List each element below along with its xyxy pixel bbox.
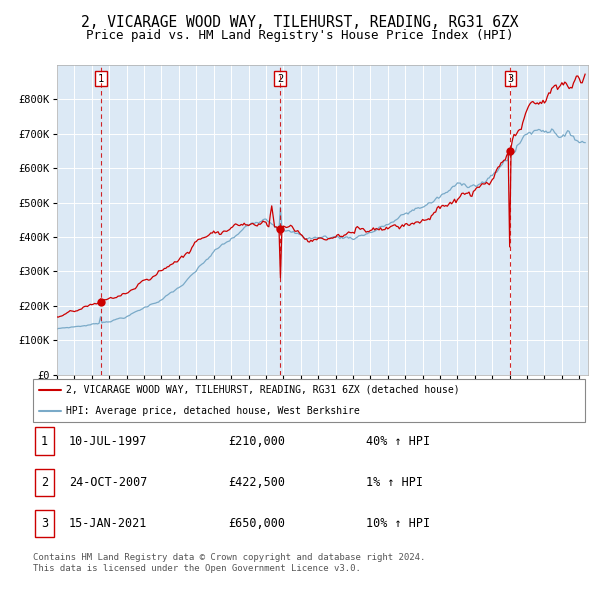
Text: 10% ↑ HPI: 10% ↑ HPI	[366, 517, 430, 530]
Text: £210,000: £210,000	[228, 434, 285, 448]
Text: 40% ↑ HPI: 40% ↑ HPI	[366, 434, 430, 448]
FancyBboxPatch shape	[35, 510, 54, 537]
Text: £650,000: £650,000	[228, 517, 285, 530]
Text: 1: 1	[98, 74, 104, 84]
Text: HPI: Average price, detached house, West Berkshire: HPI: Average price, detached house, West…	[66, 407, 360, 416]
Text: Contains HM Land Registry data © Crown copyright and database right 2024.
This d: Contains HM Land Registry data © Crown c…	[33, 553, 425, 573]
Text: 15-JAN-2021: 15-JAN-2021	[69, 517, 148, 530]
Text: 24-OCT-2007: 24-OCT-2007	[69, 476, 148, 489]
FancyBboxPatch shape	[35, 427, 54, 455]
Text: £422,500: £422,500	[228, 476, 285, 489]
Text: 10-JUL-1997: 10-JUL-1997	[69, 434, 148, 448]
Text: 3: 3	[507, 74, 514, 84]
Text: 1: 1	[41, 434, 48, 448]
FancyBboxPatch shape	[35, 468, 54, 496]
Text: 2: 2	[41, 476, 48, 489]
Text: 2, VICARAGE WOOD WAY, TILEHURST, READING, RG31 6ZX (detached house): 2, VICARAGE WOOD WAY, TILEHURST, READING…	[66, 385, 460, 395]
FancyBboxPatch shape	[33, 379, 585, 422]
Text: 2: 2	[277, 74, 283, 84]
Text: Price paid vs. HM Land Registry's House Price Index (HPI): Price paid vs. HM Land Registry's House …	[86, 30, 514, 42]
Text: 2, VICARAGE WOOD WAY, TILEHURST, READING, RG31 6ZX: 2, VICARAGE WOOD WAY, TILEHURST, READING…	[81, 15, 519, 30]
Text: 1% ↑ HPI: 1% ↑ HPI	[366, 476, 423, 489]
Text: 3: 3	[41, 517, 48, 530]
